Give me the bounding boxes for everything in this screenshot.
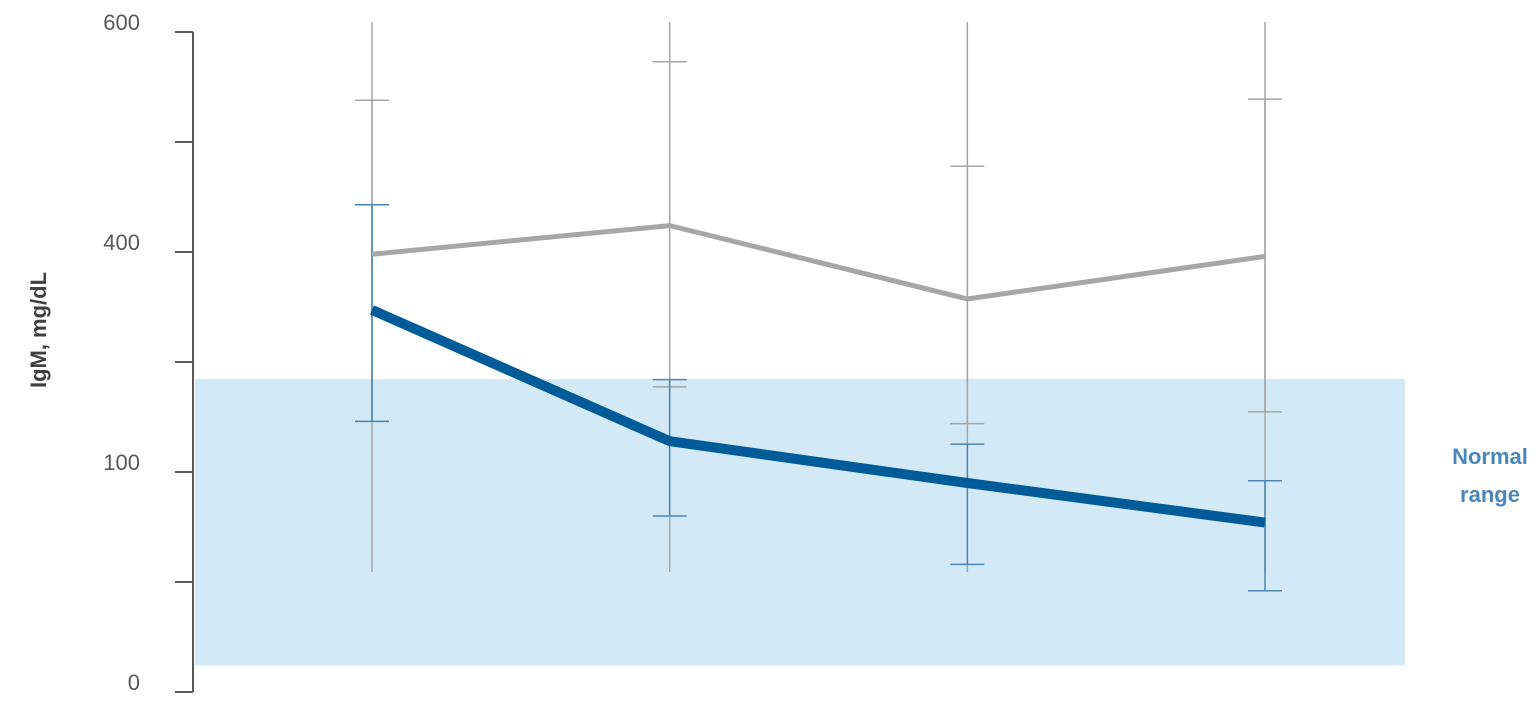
series-line: [371, 223, 1266, 302]
y-axis-label: IgM, mg/dL: [26, 272, 51, 388]
normal-range-band: [195, 378, 1405, 666]
series-line: [369, 305, 1266, 528]
band-label: Normal range: [1452, 444, 1528, 507]
y-tick-label: 100: [103, 450, 140, 475]
y-tick-label: 400: [103, 230, 140, 255]
y-tick-label: 600: [103, 10, 140, 35]
y-tick-label: 0: [128, 670, 140, 695]
